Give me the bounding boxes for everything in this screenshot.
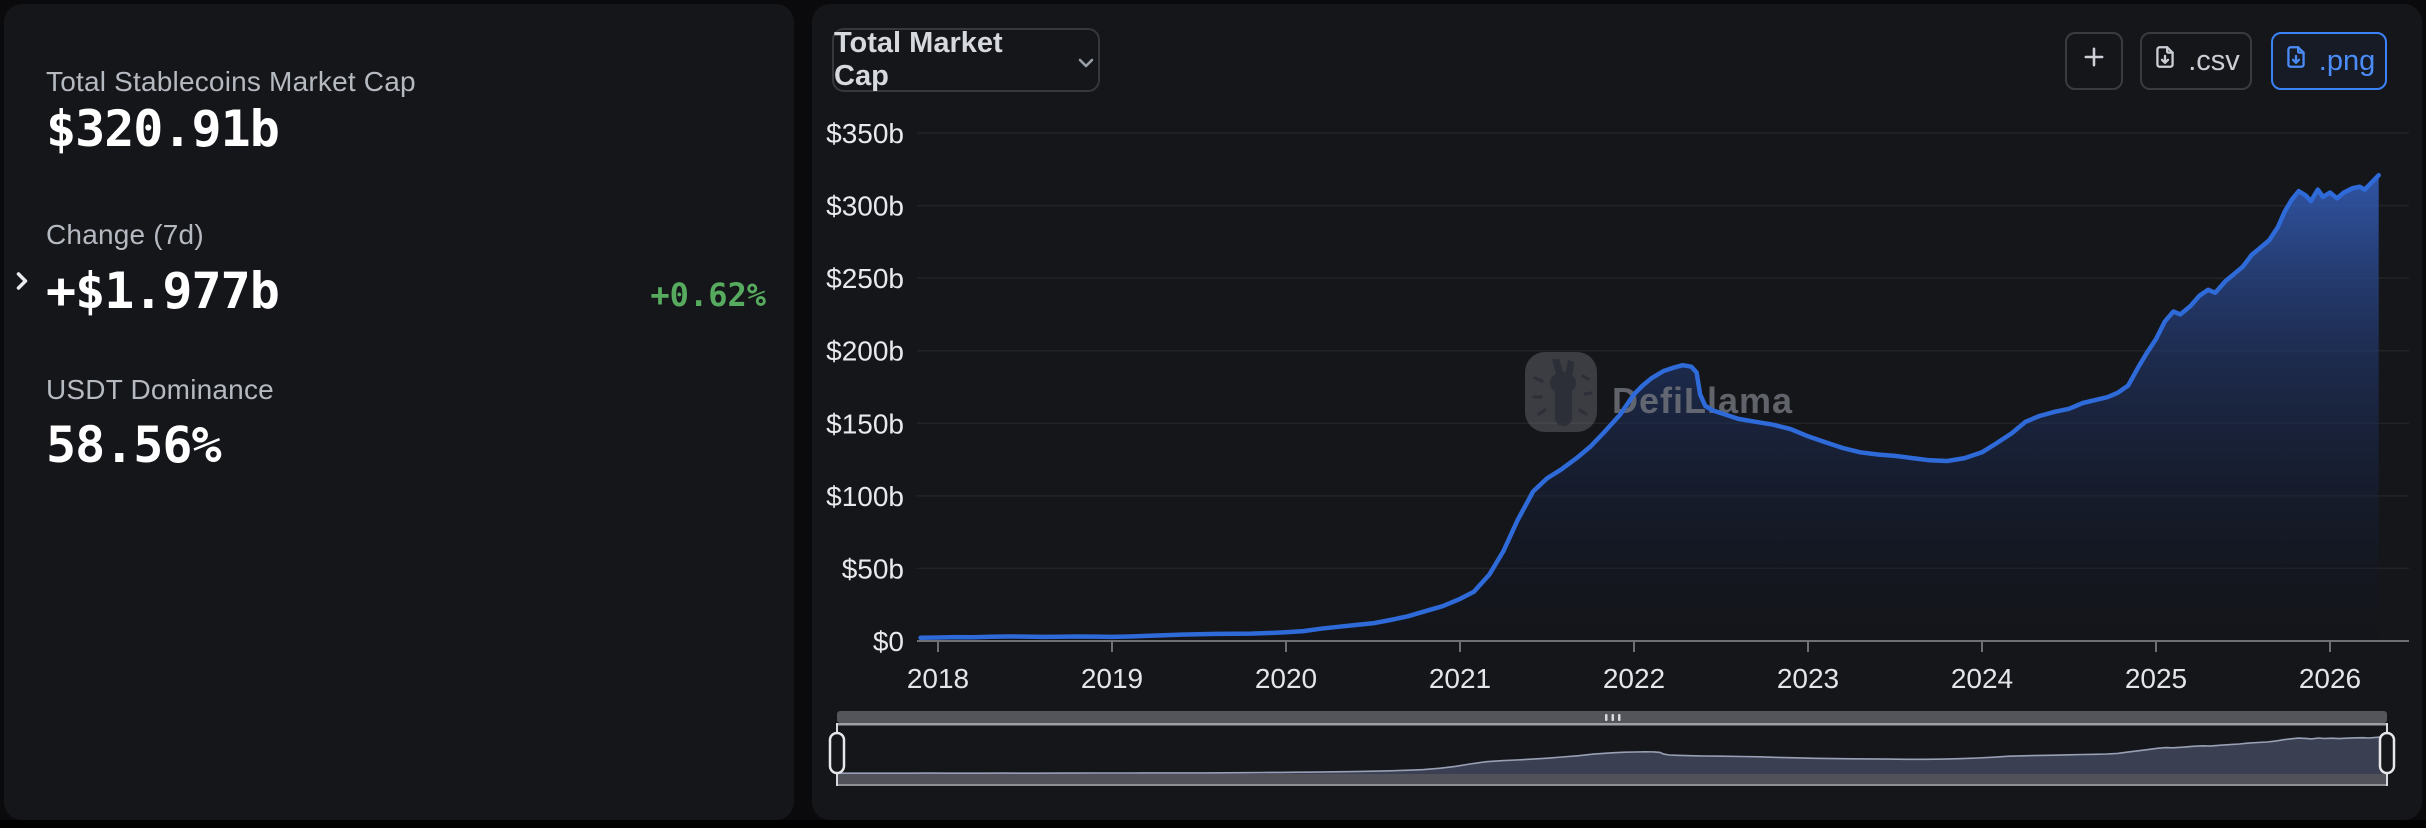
x-axis-tick-label: 2022	[1603, 663, 1665, 694]
brush-mini-area	[837, 736, 2384, 774]
change-value: +$1.977b	[46, 262, 280, 320]
page-bottom-strip	[0, 820, 2426, 828]
x-axis-tick-label: 2019	[1081, 663, 1143, 694]
chart-area-fill	[920, 175, 2379, 641]
file-download-icon	[2152, 44, 2178, 78]
market-cap-label: Total Stablecoins Market Cap	[46, 66, 416, 97]
png-button-label: .png	[2318, 44, 2376, 77]
metric-dropdown-label: Total Market Cap	[834, 27, 1003, 92]
chevron-right-icon[interactable]	[8, 267, 36, 295]
brush-mini-line	[837, 736, 2384, 774]
dominance-label: USDT Dominance	[46, 374, 274, 405]
x-axis-tick-label: 2018	[907, 663, 969, 694]
market-cap-value: $320.91b	[46, 100, 280, 158]
y-axis-labels: $0 $50b $100b $150b $200b $250b $300b $350b	[826, 118, 904, 657]
brush-bottom-bar	[837, 774, 2387, 784]
y-axis-tick-label: $200b	[826, 336, 904, 367]
brush-top-border	[837, 723, 2387, 726]
csv-button-label: .csv	[2188, 44, 2240, 77]
x-axis-tick-label: 2024	[1951, 663, 2013, 694]
brush-handle-left[interactable]	[828, 731, 846, 775]
dominance-value: 58.56%	[46, 416, 222, 474]
change-percent: +0.62%	[650, 276, 766, 314]
change-label: Change (7d)	[46, 219, 204, 250]
brush-handle-right[interactable]	[2378, 731, 2396, 775]
y-axis-tick-label: $250b	[826, 263, 904, 294]
chevron-down-icon	[1074, 50, 1098, 74]
y-axis-tick-label: $50b	[842, 553, 904, 584]
add-chart-button[interactable]	[2065, 32, 2123, 90]
brush-bottom-border	[837, 784, 2387, 786]
market-cap-line	[918, 172, 2381, 641]
y-axis-tick-label: $0	[873, 626, 904, 657]
metric-dropdown[interactable]: Total Market Cap	[832, 27, 1100, 92]
download-png-button[interactable]: .png	[2271, 32, 2387, 90]
brush-window[interactable]	[837, 723, 2387, 785]
x-axis-tick-label: 2023	[1777, 663, 1839, 694]
time-range-brush	[828, 711, 2396, 786]
y-axis-tick-label: $350b	[826, 118, 904, 149]
brush-grip-icon	[1611, 714, 1614, 721]
y-axis-tick-label: $300b	[826, 191, 904, 222]
brush-grip-icon	[1618, 714, 1621, 721]
file-download-icon	[2283, 44, 2309, 78]
x-axis-tick-label: 2026	[2299, 663, 2361, 694]
chart-panel: Total Market Cap .csv .png DefiLlama 2018…	[812, 4, 2422, 820]
x-axis-tick-label: 2020	[1255, 663, 1317, 694]
y-axis-tick-label: $100b	[826, 481, 904, 512]
brush-grip-icon	[1605, 714, 1608, 721]
stats-panel: Total Stablecoins Market Cap $320.91b Ch…	[4, 4, 794, 820]
x-axis: 2018 2019 2020 2021 2022 2023 2024 2025 2026	[907, 640, 2409, 694]
x-axis-tick-label: 2021	[1429, 663, 1491, 694]
y-axis-tick-label: $150b	[826, 408, 904, 439]
x-axis-tick-label: 2025	[2125, 663, 2187, 694]
plus-icon	[2080, 43, 2108, 79]
download-csv-button[interactable]: .csv	[2140, 32, 2252, 90]
